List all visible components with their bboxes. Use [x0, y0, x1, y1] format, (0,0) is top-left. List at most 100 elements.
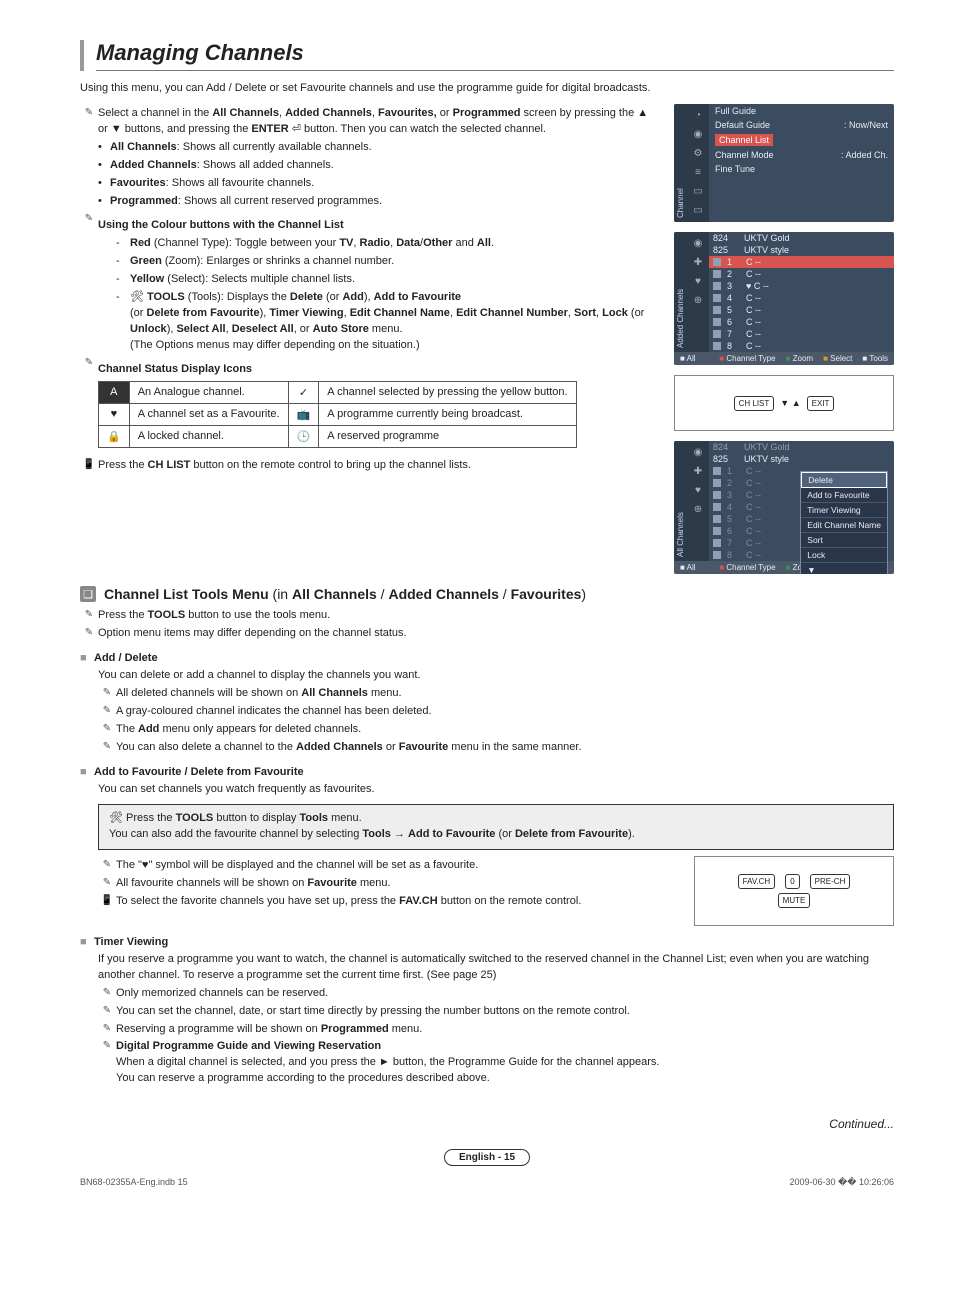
osd1-channel-list: Channel List — [709, 132, 894, 148]
page-number: English - 15 — [444, 1149, 530, 1166]
icon-analogue: A — [99, 382, 130, 404]
ad-note3: The Add menu only appears for deleted ch… — [116, 722, 894, 738]
green-line: Green (Zoom): Enlarges or shrinks a chan… — [130, 254, 394, 270]
add-delete-desc: You can delete or add a channel to displ… — [98, 668, 894, 684]
tune-icon: ≡ — [695, 167, 701, 178]
osd2-side-label: Added Channels — [674, 232, 687, 352]
tv-note4: Digital Programme Guide and Viewing Rese… — [116, 1039, 894, 1087]
note-icon: ✎ — [98, 858, 116, 874]
desc-favourite: A channel set as a Favourite. — [129, 404, 288, 426]
osd2-top1: 824UKTV Gold — [709, 232, 894, 244]
note-icon: ✎ — [98, 722, 116, 738]
mode-icon: ⚙ — [694, 148, 703, 159]
osd2-row: 2C -- — [709, 268, 894, 280]
note-icon: ✎ — [98, 1004, 116, 1020]
ad-note4: You can also delete a channel to the Add… — [116, 740, 894, 756]
osd3-menu-item: Lock — [801, 548, 887, 563]
osd3-menu-item: Add to Favourite — [801, 488, 887, 503]
osd2-top2: 825UKTV style — [709, 244, 894, 256]
osd2-footer-all: All — [680, 354, 696, 363]
note-icon: ✎ — [98, 740, 116, 756]
icon-reserved: 🕒 — [288, 426, 319, 448]
colour-buttons-heading: Using the Colour buttons with the Channe… — [98, 218, 658, 234]
page-title: Managing Channels — [96, 40, 894, 71]
bullet-favourites: Favourites: Shows all favourite channels… — [110, 176, 314, 192]
osd2-row: 6C -- — [709, 316, 894, 328]
fav-tools-box: 🛠 Press the TOOLS button to display Tool… — [98, 804, 894, 850]
yellow-line: Yellow (Select): Selects multiple channe… — [130, 272, 355, 288]
osd3-footer-all: All — [680, 563, 696, 572]
note-icon: ✎ — [98, 1022, 116, 1038]
fav-note2: All favourite channels will be shown on … — [116, 876, 680, 892]
osd2-footer-chtype: Channel Type — [719, 354, 775, 363]
tv-note2: You can set the channel, date, or start … — [116, 1004, 894, 1020]
red-line: Red (Channel Type): Toggle between your … — [130, 236, 494, 252]
note-icon: ✎ — [98, 986, 116, 1002]
osd2-row: 1C -- — [709, 256, 894, 268]
bullet-programmed: Programmed: Shows all current reserved p… — [110, 194, 382, 210]
osd1-default-guide: Default Guide: Now/Next — [709, 118, 894, 132]
remote-favch-button: FAV.CH — [738, 874, 776, 889]
note-select-channel: Select a channel in the All Channels, Ad… — [98, 106, 658, 138]
desc-broadcast: A programme currently being broadcast. — [319, 404, 576, 426]
tv-note3: Reserving a programme will be shown on P… — [116, 1022, 894, 1038]
list-icon: ◉ — [694, 129, 703, 140]
remote-prech-button: PRE-CH — [810, 874, 851, 889]
continued-label: Continued... — [80, 1117, 894, 1131]
note-icon: ✎ — [80, 608, 98, 624]
osd3-menu-item: ▼ — [801, 563, 887, 574]
remote-mute-button: MUTE — [778, 893, 811, 908]
intro-text: Using this menu, you can Add / Delete or… — [80, 81, 894, 96]
print-file: BN68-02355A-Eng.indb 15 — [80, 1177, 188, 1188]
remote-icon: 📱 — [80, 458, 98, 474]
press-tools-note: Press the TOOLS button to use the tools … — [98, 608, 894, 624]
icon-selected: ✓ — [288, 382, 319, 404]
guide-icon: ◔ — [695, 110, 701, 121]
osd3-menu-item: Sort — [801, 533, 887, 548]
bullet-added-channels: Added Channels: Shows all added channels… — [110, 158, 334, 174]
osd2-row: 3♥ C -- — [709, 280, 894, 292]
chlist-remote-note: Press the CH LIST button on the remote c… — [98, 458, 658, 474]
tv-note1: Only memorized channels can be reserved. — [116, 986, 894, 1002]
osd1-full-guide: Full Guide — [709, 104, 894, 118]
osd2-footer-zoom: Zoom — [786, 354, 814, 363]
option-differ-note: Option menu items may differ depending o… — [98, 626, 894, 642]
remote-icon: 📱 — [98, 894, 116, 910]
osd3-top2: 825UKTV style — [709, 453, 894, 465]
timer-viewing-desc: If you reserve a programme you want to w… — [98, 952, 894, 984]
note-icon: ✎ — [80, 212, 98, 234]
osd2-row: 8C -- — [709, 340, 894, 352]
status-icons-table: A An Analogue channel. ✓ A channel selec… — [98, 381, 577, 448]
add-delete-heading: Add / Delete — [94, 652, 158, 664]
tools-line: 🛠 TOOLS (Tools): Displays the Delete (or… — [130, 290, 658, 354]
note-icon: ✎ — [98, 704, 116, 720]
remote-favch-diagram: FAV.CH 0 PRE-CH MUTE — [694, 856, 894, 926]
note-icon: ✎ — [98, 686, 116, 702]
icon-favourite: ♥ — [99, 404, 130, 426]
osd-added-channels: Added Channels ◉✚♥⊕ 824UKTV Gold 825UKTV… — [674, 232, 894, 365]
remote-exit-button: EXIT — [807, 396, 835, 411]
fav-note1: The "♥" symbol will be displayed and the… — [116, 858, 680, 874]
desc-analogue: An Analogue channel. — [129, 382, 288, 404]
q-icon: ❏ — [80, 586, 96, 602]
desc-reserved: A reserved programme — [319, 426, 576, 448]
note-icon: ✎ — [98, 1039, 116, 1087]
fav-desc: You can set channels you watch frequentl… — [98, 782, 894, 798]
osd3-menu-item: Timer Viewing — [801, 503, 887, 518]
note-icon: ✎ — [98, 876, 116, 892]
osd3-footer-chtype: Channel Type — [719, 563, 775, 572]
q-channel-list-tools: Channel List Tools Menu (in All Channels… — [104, 586, 586, 602]
fav-heading: Add to Favourite / Delete from Favourite — [94, 766, 304, 778]
fav-note3: To select the favorite channels you have… — [116, 894, 680, 910]
note-icon: ✎ — [80, 626, 98, 642]
osd3-tools-popup: DeleteAdd to FavouriteTimer ViewingEdit … — [800, 471, 888, 574]
remote-zero-button: 0 — [785, 874, 799, 889]
osd-all-channels-tools: All Channels ◉✚♥⊕ 824UKTV Gold 825UKTV s… — [674, 441, 894, 574]
osd2-footer-tools: Tools — [862, 354, 888, 363]
osd2-row: 5C -- — [709, 304, 894, 316]
note-icon: ✎ — [80, 106, 98, 138]
desc-selected: A channel selected by pressing the yello… — [319, 382, 576, 404]
print-timestamp: 2009-06-30 �� 10:26:06 — [789, 1177, 894, 1188]
osd1-channel-mode: Channel Mode: Added Ch. — [709, 148, 894, 162]
osd-channel-menu: Channel ◔◉⚙≡▭▭ Full Guide Default Guide:… — [674, 104, 894, 222]
